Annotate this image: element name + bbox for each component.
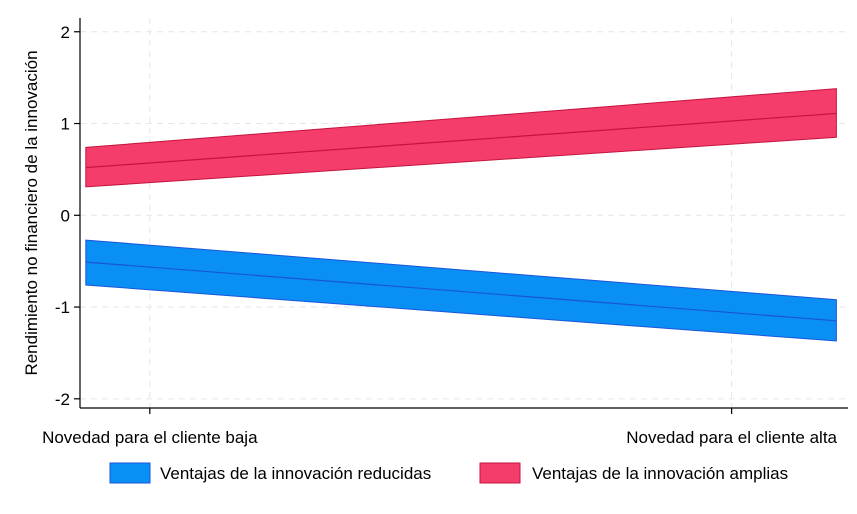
- legend: Ventajas de la innovación reducidas Venta…: [109, 462, 788, 484]
- x-ticks: Novedad para el cliente baja Novedad para…: [42, 408, 838, 447]
- series-line-2: [85, 112, 837, 169]
- y-tick-label: 2: [61, 23, 70, 42]
- x-tick-label: Novedad para el cliente alta: [626, 428, 837, 447]
- legend-label-1: Ventajas de la innovación reducidas: [160, 464, 431, 483]
- y-tick-label: -2: [55, 390, 70, 409]
- legend-swatch-2: [479, 462, 521, 484]
- series-bands: [85, 88, 837, 342]
- legend-swatch-1: [109, 462, 151, 484]
- y-tick-label: 1: [61, 115, 70, 134]
- y-axis-label: Rendimiento no financiero de la innovaci…: [22, 50, 41, 375]
- axes: [79, 18, 848, 409]
- legend-label-2: Ventajas de la innovación amplias: [532, 464, 788, 483]
- series-line-1: [85, 261, 837, 322]
- series-band-1: [85, 239, 837, 342]
- y-tick-label: -1: [55, 298, 70, 317]
- y-tick-label: 0: [61, 206, 70, 225]
- x-tick-label: Novedad para el cliente baja: [42, 428, 258, 447]
- y-ticks: -2 -1 0 1 2: [55, 23, 80, 409]
- series-band-2: [85, 88, 837, 188]
